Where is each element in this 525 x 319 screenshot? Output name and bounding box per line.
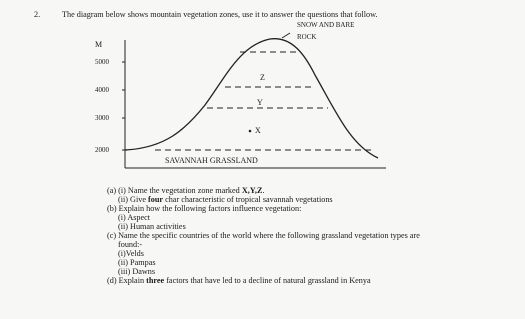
question-line: (ii) Give four char characteristic of tr… [118,195,333,204]
question-text: (iii) Dawns [118,267,155,276]
zone-boundaries [155,51,374,151]
pointer [281,32,291,39]
questions: (a) (i) Name the vegetation zone marked … [107,186,420,285]
altitude-label: 4000 [95,86,110,94]
zone-label: Y [257,98,263,107]
question-line: (ii) Pampas [118,258,156,267]
question-text: (a) (i) Name the vegetation zone marked [107,186,242,195]
zone-label: Z [260,73,265,82]
dot [248,129,252,133]
question-text: (d) Explain [107,276,146,285]
question-line: (a) (i) Name the vegetation zone marked … [107,186,265,195]
question-text: . [262,186,264,195]
altitude-label: 5000 [95,58,110,66]
question-number: 2. [34,10,40,19]
question-text: (i)Velds [118,249,144,258]
question-text: (ii) Human activities [118,222,186,231]
question-text: (ii) Give [118,195,148,204]
unit-label: M [95,40,102,49]
emphasis: three [146,276,164,285]
altitude-label: 2000 [95,146,110,154]
zone-label: X [255,126,261,135]
question-line: (i)Velds [118,249,144,258]
question-text: (i) Aspect [118,213,151,222]
question-line: found:- [118,240,142,249]
top-zone-label: ROCK [297,33,316,41]
emphasis: X,Y,Z [242,186,263,195]
question-line: (c) Name the specific countries of the w… [107,231,420,240]
question-line: (iii) Dawns [118,267,155,276]
question-text: (ii) Pampas [118,258,156,267]
diagram-labels: M 5000 4000 3000 2000 SNOW AND BARE ROCK Z Y X SAV… [95,21,354,165]
question-text: found:- [118,240,142,249]
emphasis: four [148,195,163,204]
question-text: char characteristic of tropical savannah… [163,195,333,204]
question-line: (ii) Human activities [118,222,186,231]
question-line: (d) Explain three factors that have led … [107,276,371,285]
question-line: (b) Explain how the following factors in… [107,204,301,213]
question-line: (i) Aspect [118,213,151,222]
altitude-label: 3000 [95,114,110,122]
top-zone-label: SNOW AND BARE [297,21,354,29]
mountain-profile [124,38,379,159]
base-zone-label: SAVANNAH GRASSLAND [165,156,258,165]
question-text: (c) Name the specific countries of the w… [107,231,420,240]
question-text: factors that have led to a decline of na… [164,276,371,285]
intro: The diagram below shows mountain vegetat… [62,10,378,19]
diagram [122,32,386,169]
question-text: (b) Explain how the following factors in… [107,204,301,213]
